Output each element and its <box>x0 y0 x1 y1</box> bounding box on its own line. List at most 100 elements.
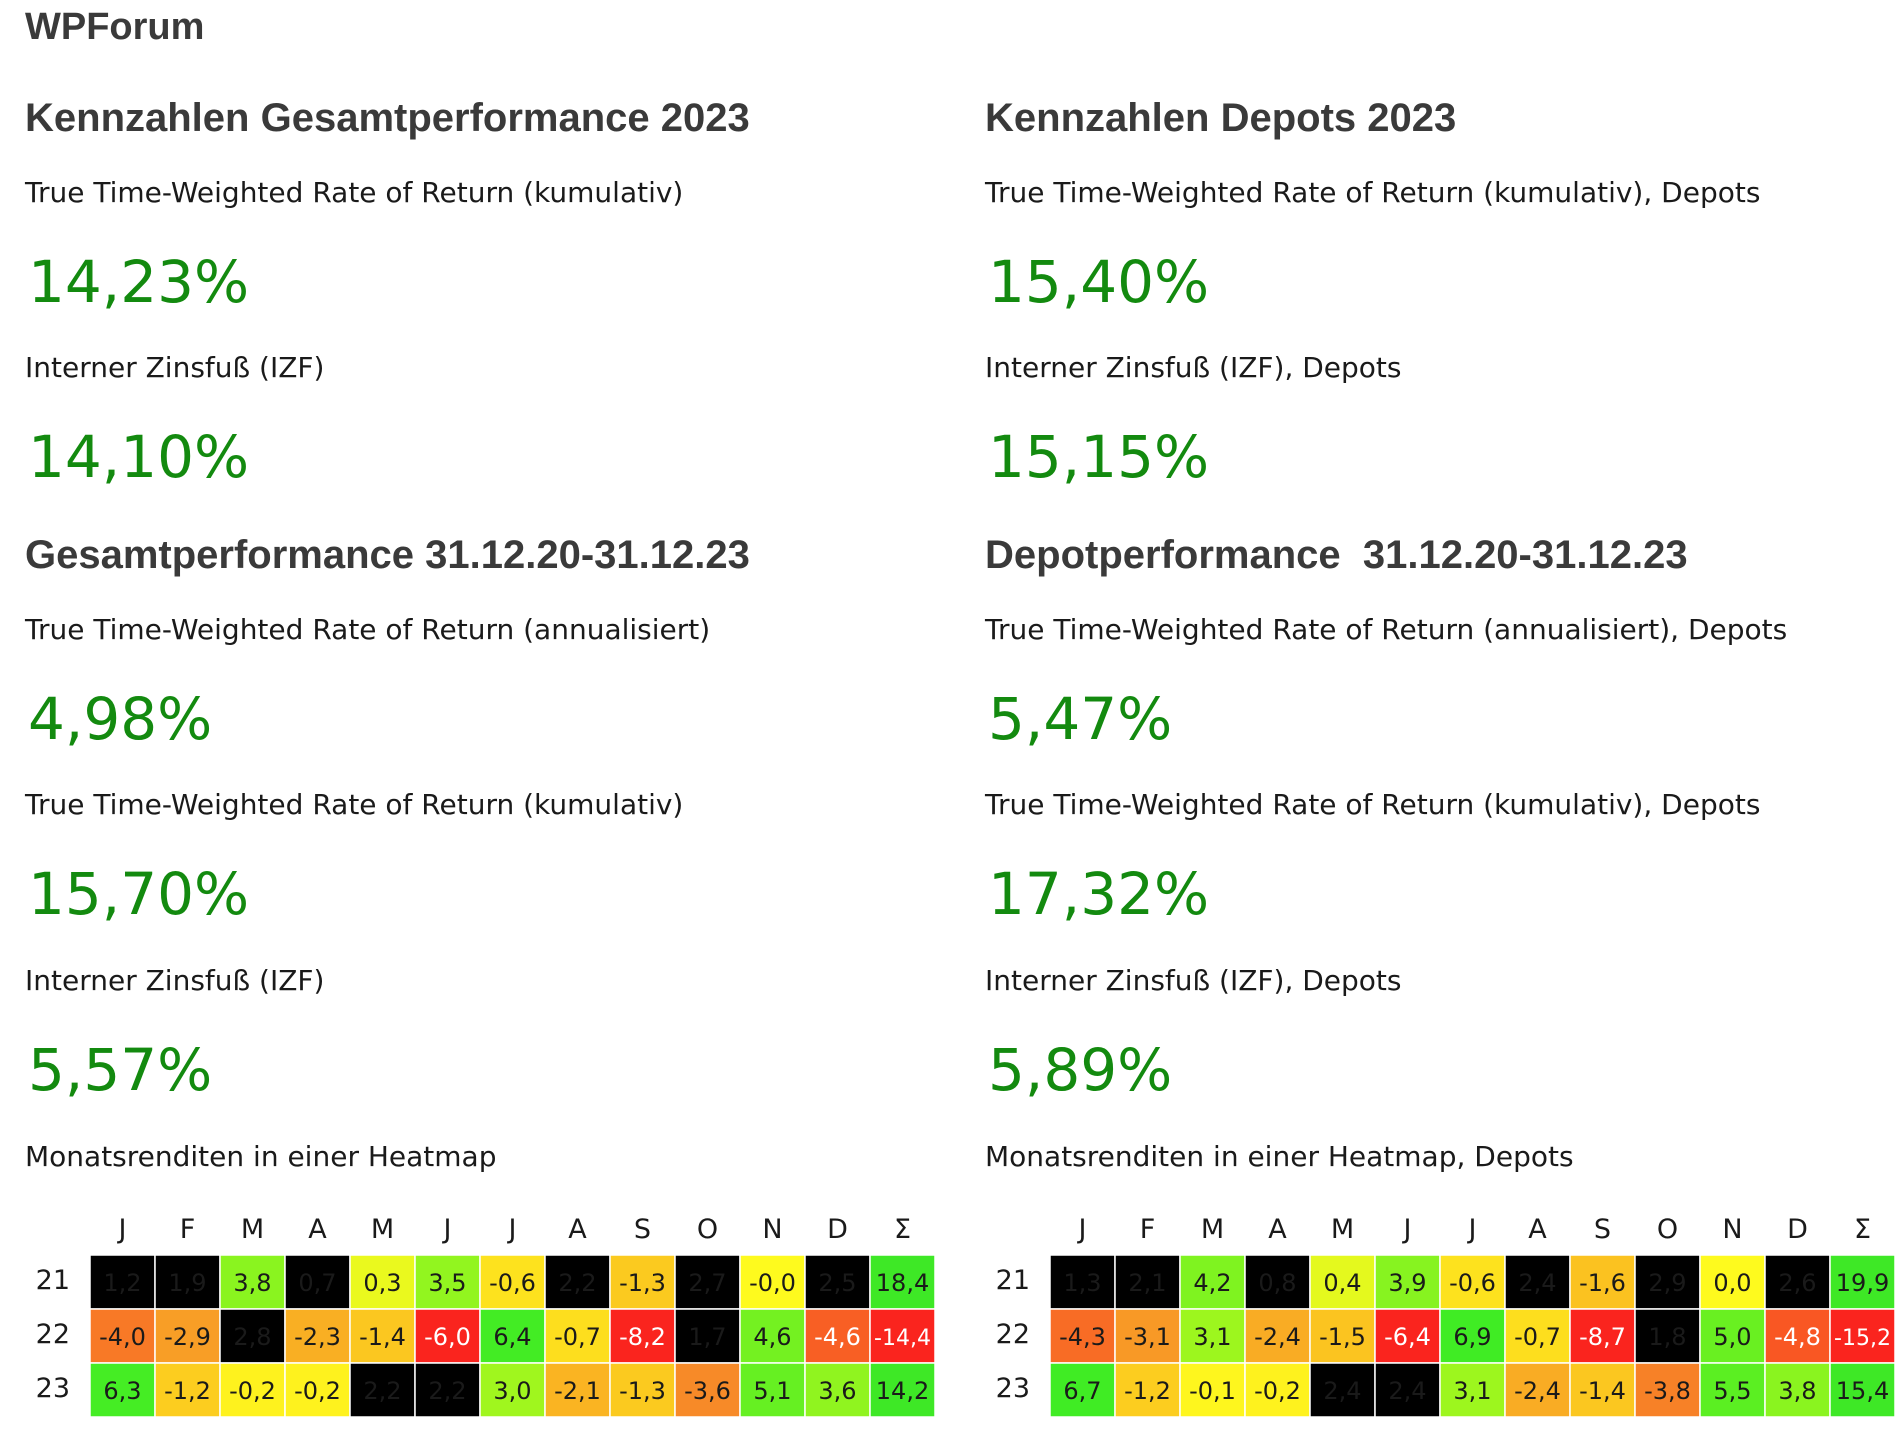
metric-value-depots-ttwror-annualized: 5,47% <box>988 685 1173 753</box>
column-header: A <box>568 1214 587 1245</box>
column-header: M <box>241 1214 264 1245</box>
heatmap-cell <box>89 1308 156 1364</box>
heatmap-cell <box>154 1308 221 1364</box>
heatmap-cell-value: 2,4 <box>1388 1377 1426 1405</box>
heatmap-cell <box>1244 1362 1311 1418</box>
row-header: 22 <box>996 1319 1030 1350</box>
metric-label-depots-ttwror-cumulative-period: True Time-Weighted Rate of Return (kumul… <box>985 788 1761 821</box>
heatmap-cell <box>544 1308 611 1364</box>
metric-value-depots-ttwror-cumulative-period: 17,32% <box>988 860 1210 928</box>
heatmap-cell <box>1829 1362 1896 1418</box>
heatmap-cell <box>1764 1308 1831 1364</box>
metric-value-irr-period: 5,57% <box>28 1036 213 1104</box>
heatmap-cell <box>1179 1362 1246 1418</box>
metric-value-depots-irr: 15,15% <box>988 423 1210 491</box>
heatmap-cell-value: -0,2 <box>294 1377 341 1405</box>
heatmap-cell-value: 2,9 <box>1648 1269 1686 1297</box>
heatmap-cell-value: -2,1 <box>554 1377 601 1405</box>
heatmap-cell-value: 0,4 <box>1323 1269 1361 1297</box>
heatmap-cell <box>1699 1254 1766 1310</box>
heatmap-cell <box>89 1254 156 1310</box>
column-header: N <box>762 1214 782 1245</box>
metric-label-ttwror-cumulative: True Time-Weighted Rate of Return (kumul… <box>25 176 684 209</box>
column-header: D <box>1787 1214 1808 1245</box>
heatmap-cell <box>1244 1308 1311 1364</box>
column-header: F <box>180 1214 196 1245</box>
section-title-annual: Kennzahlen Gesamtperformance 2023 <box>25 96 750 140</box>
column-header: N <box>1722 1214 1742 1245</box>
heatmap-cell-value: -1,6 <box>1579 1269 1626 1297</box>
heatmap-cell-value: -2,3 <box>294 1323 341 1351</box>
heatmap-cell <box>1504 1254 1571 1310</box>
heatmap-cell <box>869 1362 936 1418</box>
heatmap-cell <box>1179 1308 1246 1364</box>
heatmap-cell-value: 1,9 <box>168 1269 206 1297</box>
column-header: A <box>1528 1214 1547 1245</box>
heatmap-cell <box>349 1308 416 1364</box>
heatmap-cell <box>544 1254 611 1310</box>
heatmap-cell-value: 3,1 <box>1193 1323 1231 1351</box>
heatmap-cell <box>479 1362 546 1418</box>
section-title-period: Gesamtperformance 31.12.20-31.12.23 <box>25 533 750 577</box>
metric-value-irr: 14,10% <box>28 423 250 491</box>
heatmap-cell-value: -2,9 <box>164 1323 211 1351</box>
row-header: 23 <box>36 1373 70 1404</box>
heatmap-label: Monatsrenditen in einer Heatmap <box>25 1140 497 1173</box>
column-header: D <box>827 1214 848 1245</box>
heatmap-cell-value: 3,6 <box>818 1377 856 1405</box>
row-header: 23 <box>996 1373 1030 1404</box>
metric-label-ttwror-cumulative-period: True Time-Weighted Rate of Return (kumul… <box>25 788 684 821</box>
heatmap-cell <box>739 1362 806 1418</box>
overall-performance-column: Kennzahlen Gesamtperformance 2023 True T… <box>25 0 955 1447</box>
heatmap-cell <box>349 1362 416 1418</box>
heatmap-cell <box>1114 1362 1181 1418</box>
app-title: WPForum <box>25 6 205 48</box>
column-header: O <box>697 1214 718 1245</box>
heatmap-cell-value: -3,6 <box>684 1377 731 1405</box>
metric-value-ttwror-cumulative: 14,23% <box>28 248 250 316</box>
heatmap-cell-value: -15,2 <box>1834 1326 1891 1351</box>
column-header: J <box>442 1214 452 1245</box>
heatmap-cell-value: -0,2 <box>1254 1377 1301 1405</box>
heatmap-cell-value: -0,7 <box>1514 1323 1561 1351</box>
heatmap-svg: J F M A M J J A S O N D Σ 21 1,2 1,9 3,8 0,7 0,3 3,5 -0,6 2,2… <box>36 1214 936 1418</box>
heatmap-cell <box>1309 1254 1376 1310</box>
heatmap-cell <box>1829 1254 1896 1310</box>
heatmap-cell-value: -6,4 <box>1384 1323 1431 1351</box>
heatmap-cell-value: 2,6 <box>1778 1269 1816 1297</box>
heatmap-cell <box>219 1308 286 1364</box>
heatmap-cell <box>414 1308 481 1364</box>
heatmap-cell-value: -4,3 <box>1059 1323 1106 1351</box>
heatmap-cell <box>219 1362 286 1418</box>
heatmap-cell <box>1439 1254 1506 1310</box>
heatmap-cell <box>804 1308 871 1364</box>
heatmap-cell <box>1699 1362 1766 1418</box>
metric-value-depots-ttwror-cumulative: 15,40% <box>988 248 1210 316</box>
metric-value-ttwror-annualized: 4,98% <box>28 685 213 753</box>
heatmap-cell <box>739 1308 806 1364</box>
heatmap-cell <box>674 1308 741 1364</box>
heatmap-cell <box>1504 1308 1571 1364</box>
heatmap-cell <box>869 1254 936 1310</box>
depot-performance-column: Kennzahlen Depots 2023 True Time-Weighte… <box>985 0 1900 1447</box>
heatmap-cell <box>804 1254 871 1310</box>
column-header: O <box>1657 1214 1678 1245</box>
heatmap-cell-value: -8,2 <box>619 1323 666 1351</box>
heatmap-cell-value: -4,6 <box>814 1323 861 1351</box>
heatmap-cell <box>1374 1308 1441 1364</box>
heatmap-cell <box>1504 1362 1571 1418</box>
column-header: S <box>1594 1214 1611 1245</box>
heatmap-cell <box>1049 1362 1116 1418</box>
column-header: A <box>1268 1214 1287 1245</box>
heatmap-cell-value: 1,3 <box>1063 1269 1101 1297</box>
heatmap-cell-value: 0,3 <box>363 1269 401 1297</box>
heatmap-cell-value: -0,6 <box>1449 1269 1496 1297</box>
heatmap-cell-value: -6,0 <box>424 1323 471 1351</box>
heatmap-cell-value: 15,4 <box>1836 1377 1889 1405</box>
heatmap-cell-value: -0,0 <box>749 1269 796 1297</box>
heatmap-cell <box>1764 1254 1831 1310</box>
heatmap-cell-value: -1,2 <box>164 1377 211 1405</box>
heatmap-cell-value: 2,7 <box>688 1269 726 1297</box>
heatmap-cell-value: 2,5 <box>818 1269 856 1297</box>
heatmap-cell-value: 3,8 <box>233 1269 271 1297</box>
